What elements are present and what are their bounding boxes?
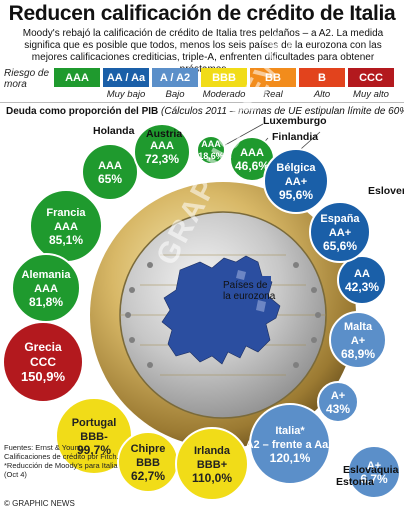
country-circle [263,148,329,214]
page-title: Reducen calificación de crédito de Itali… [8,2,396,25]
country-name: Alemania [22,269,72,281]
country-debt: 42,3% [345,280,379,294]
rating-swatch: BBB [201,68,247,87]
country-name: Eslovenia [368,185,404,197]
map-label: Países de la eurozona [223,280,275,302]
country-name: Luxemburgo [263,115,327,127]
rating-description: Real [263,89,283,100]
map-label-text: Países de la eurozona [223,280,276,302]
country-circle [347,445,401,499]
country-name: España [320,213,360,225]
country-rating: A+ [331,390,345,402]
europe-map [161,255,281,365]
country-name: Chipre [131,443,166,455]
country-rating: AAA [201,139,221,149]
country-rating: AA+ [329,227,351,239]
country-rating: AA [354,268,370,280]
footer-credit: © GRAPHIC NEWS [4,499,75,508]
country-rating: BBB- [80,431,108,443]
rating-swatch: AA / Aa [103,68,149,87]
country-rating: A+ [367,460,381,472]
country-debt: 18,6% [198,151,224,161]
country-rating: BBB+ [197,459,227,471]
country-name: Bélgica [276,162,316,174]
country-name: Malta [344,321,373,333]
country-name: Irlanda [194,445,231,457]
country-name: Portugal [72,417,117,429]
country-circle [329,311,387,369]
country-circle [309,201,371,263]
country-name: Francia [46,207,86,219]
country-debt: 110,0% [192,471,232,485]
divider [0,102,404,103]
country-name: Estonia [336,476,374,488]
country-debt: 68,9% [341,347,375,361]
country-rating: BBB [136,457,160,469]
country-rating: AAA [240,147,264,159]
rating-description: Alto [313,89,331,100]
sources-note: Fuentes: Ernst & Young, Calificaciones d… [4,443,119,479]
rating-swatch: CCC [348,68,394,87]
rating-swatch: BB [250,68,296,87]
rating-swatch: AAA [54,68,100,87]
country-rating: AAA [34,283,58,295]
stars [125,262,321,368]
rating-swatch: B [299,68,345,87]
country-debt: 81,8% [29,295,63,309]
country-name: Eslovaquia [343,464,399,476]
country-circle [249,403,331,485]
country-circle [2,321,84,403]
country-debt: 150,9% [21,369,66,384]
country-circle [175,427,249,501]
country-circle [133,123,191,181]
subtitle-note: (Cálculos 2011 – normas de UE estipulan … [161,106,404,117]
rating-description: Moderado [202,89,246,100]
subtitle: Deuda como proporción del PIB (Cálculos … [6,106,404,117]
country-rating: AA+ [285,176,307,188]
country-debt: 85,1% [49,233,83,247]
country-circle [196,135,226,165]
country-debt: 6,7% [360,472,388,486]
country-rating: A2 – frente a Aa2 [246,439,335,451]
country-debt: 120,1% [270,451,311,465]
country-circle [317,381,359,423]
map-legend-swatch [262,276,271,285]
rating-description: Bajo [165,89,185,100]
country-debt: 95,6% [279,188,313,202]
country-debt: 99,7% [77,443,111,457]
country-name: Grecia [24,340,62,354]
country-rating: AAA [54,221,78,233]
country-debt: 46,6% [235,159,269,173]
country-debt: 65% [98,172,122,186]
country-name: Austria [146,128,183,140]
country-rating: A+ [351,335,365,347]
country-debt: 65,6% [323,239,357,253]
country-rating: CCC [30,355,56,369]
country-debt: 43% [326,402,350,416]
country-debt: 62,7% [131,469,165,483]
euro-coin [90,182,356,448]
country-circle [81,143,139,201]
country-rating: AAA [150,140,174,152]
country-name: Italia* [275,425,305,437]
rating-swatch: A / A2 [152,68,198,87]
country-debt: 72,3% [145,152,179,166]
country-name: Finlandia [272,131,319,143]
country-circle [337,255,387,305]
subtitle-main: Deuda como proporción del PIB [6,106,159,117]
rating-description: Muy bajo [106,89,146,100]
country-name: Holanda [93,125,135,137]
legend-title: Riesgo de mora [4,68,50,90]
country-rating: AAA [98,160,122,172]
rating-description: Muy alto [353,89,389,100]
